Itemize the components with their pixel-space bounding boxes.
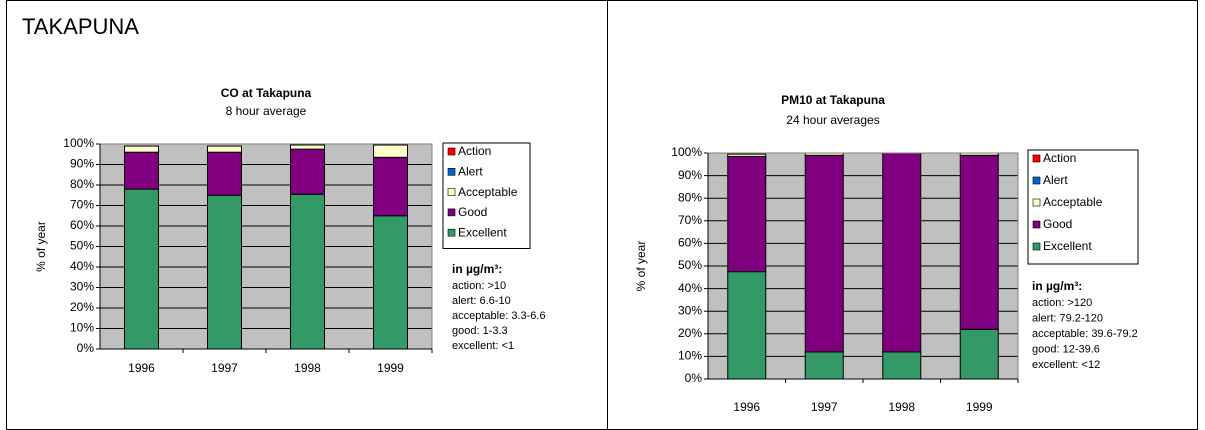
y-tick-label: 80% bbox=[678, 190, 702, 204]
notes-title: in µg/m³: bbox=[1032, 279, 1082, 293]
note: action: >10 bbox=[452, 280, 506, 292]
bar-segment bbox=[373, 215, 408, 350]
x-tick-label: 1998 bbox=[888, 400, 915, 414]
x-tick-label: 1996 bbox=[128, 361, 155, 375]
y-tick-label: 100% bbox=[671, 145, 702, 159]
y-tick-label: 30% bbox=[70, 280, 94, 294]
y-tick-label: 90% bbox=[678, 168, 702, 182]
y-tick-label: 10% bbox=[70, 321, 94, 335]
y-tick-label: 30% bbox=[678, 303, 702, 317]
y-tick-label: 10% bbox=[678, 349, 702, 363]
note: good: 1-3.3 bbox=[452, 325, 508, 337]
bar-segment bbox=[207, 194, 242, 350]
note: alert: 6.6-10 bbox=[452, 295, 511, 307]
y-tick-label: 60% bbox=[70, 218, 94, 232]
legend-label: Action bbox=[1043, 151, 1076, 165]
legend-box bbox=[442, 142, 531, 249]
legend-label: Excellent bbox=[1043, 239, 1092, 253]
bar-segment bbox=[290, 148, 325, 195]
bar-segment bbox=[124, 145, 159, 153]
bar-segment bbox=[959, 154, 999, 330]
heading: TAKAPUNA bbox=[22, 14, 139, 39]
chart-title: CO at Takapuna bbox=[221, 86, 312, 100]
note: good: 12-39.6 bbox=[1032, 343, 1100, 355]
bar-segment bbox=[290, 193, 325, 350]
legend-swatch bbox=[1032, 176, 1041, 185]
y-tick-label: 50% bbox=[678, 258, 702, 272]
note: acceptable: 39.6-79.2 bbox=[1032, 328, 1138, 340]
chart-title: PM10 at Takapuna bbox=[781, 93, 885, 107]
x-tick-label: 1996 bbox=[733, 400, 760, 414]
bar-segment bbox=[804, 351, 844, 380]
legend-box bbox=[1027, 149, 1139, 265]
y-tick-label: 20% bbox=[70, 300, 94, 314]
y-axis-label: % of year bbox=[34, 221, 48, 272]
legend-swatch bbox=[447, 188, 456, 196]
note: alert: 79.2-120 bbox=[1032, 312, 1103, 324]
y-tick-label: 70% bbox=[70, 198, 94, 212]
legend-swatch bbox=[1032, 198, 1041, 207]
legend-label: Acceptable bbox=[1043, 195, 1103, 209]
y-tick-label: 90% bbox=[70, 157, 94, 171]
bar-segment bbox=[804, 154, 844, 353]
y-tick-label: 0% bbox=[685, 371, 703, 385]
y-tick-label: 40% bbox=[678, 281, 702, 295]
legend-swatch bbox=[447, 228, 456, 237]
bar-segment bbox=[882, 152, 922, 353]
legend-label: Action bbox=[458, 144, 491, 158]
note: excellent: <1 bbox=[452, 340, 514, 352]
y-tick-label: 0% bbox=[77, 341, 95, 355]
bar-segment bbox=[124, 151, 159, 190]
bar-segment bbox=[727, 153, 767, 157]
x-tick-label: 1997 bbox=[211, 361, 238, 375]
bar-segment bbox=[207, 151, 242, 196]
legend-swatch bbox=[1032, 220, 1041, 229]
bar-segment bbox=[207, 145, 242, 153]
y-tick-label: 20% bbox=[678, 326, 702, 340]
y-tick-label: 100% bbox=[63, 136, 94, 150]
legend-label: Alert bbox=[1043, 173, 1068, 187]
x-tick-label: 1999 bbox=[377, 361, 404, 375]
bar-segment bbox=[959, 328, 999, 380]
bar-segment bbox=[373, 156, 408, 217]
y-tick-label: 70% bbox=[678, 213, 702, 227]
legend-label: Good bbox=[1043, 217, 1072, 231]
legend-swatch bbox=[447, 208, 456, 217]
x-tick-label: 1998 bbox=[294, 361, 321, 375]
y-tick-label: 50% bbox=[70, 239, 94, 253]
bar-segment bbox=[124, 188, 159, 350]
legend-swatch bbox=[447, 168, 456, 176]
y-tick-label: 80% bbox=[70, 177, 94, 191]
legend-label: Good bbox=[458, 205, 487, 219]
legend-swatch bbox=[447, 147, 456, 156]
bar-segment bbox=[727, 271, 767, 380]
note: acceptable: 3.3-6.6 bbox=[452, 310, 546, 322]
y-tick-label: 40% bbox=[70, 259, 94, 273]
note: action: >120 bbox=[1032, 297, 1092, 309]
legend-swatch bbox=[1032, 154, 1041, 163]
bar-segment bbox=[727, 155, 767, 273]
note: excellent: <12 bbox=[1032, 359, 1100, 371]
legend-swatch bbox=[1032, 242, 1041, 251]
y-axis-label: % of year bbox=[634, 241, 648, 292]
chart-subtitle: 8 hour average bbox=[226, 104, 307, 118]
legend-label: Acceptable bbox=[458, 185, 518, 199]
legend-label: Alert bbox=[458, 164, 483, 178]
x-tick-label: 1999 bbox=[966, 400, 993, 414]
chart-subtitle: 24 hour averages bbox=[786, 113, 879, 127]
bar-segment bbox=[290, 144, 325, 150]
legend-label: Excellent bbox=[458, 225, 507, 239]
bar-segment bbox=[882, 351, 922, 380]
x-tick-label: 1997 bbox=[811, 400, 838, 414]
notes-title: in µg/m³: bbox=[452, 262, 502, 276]
y-tick-label: 60% bbox=[678, 236, 702, 250]
bar-segment bbox=[373, 144, 408, 158]
